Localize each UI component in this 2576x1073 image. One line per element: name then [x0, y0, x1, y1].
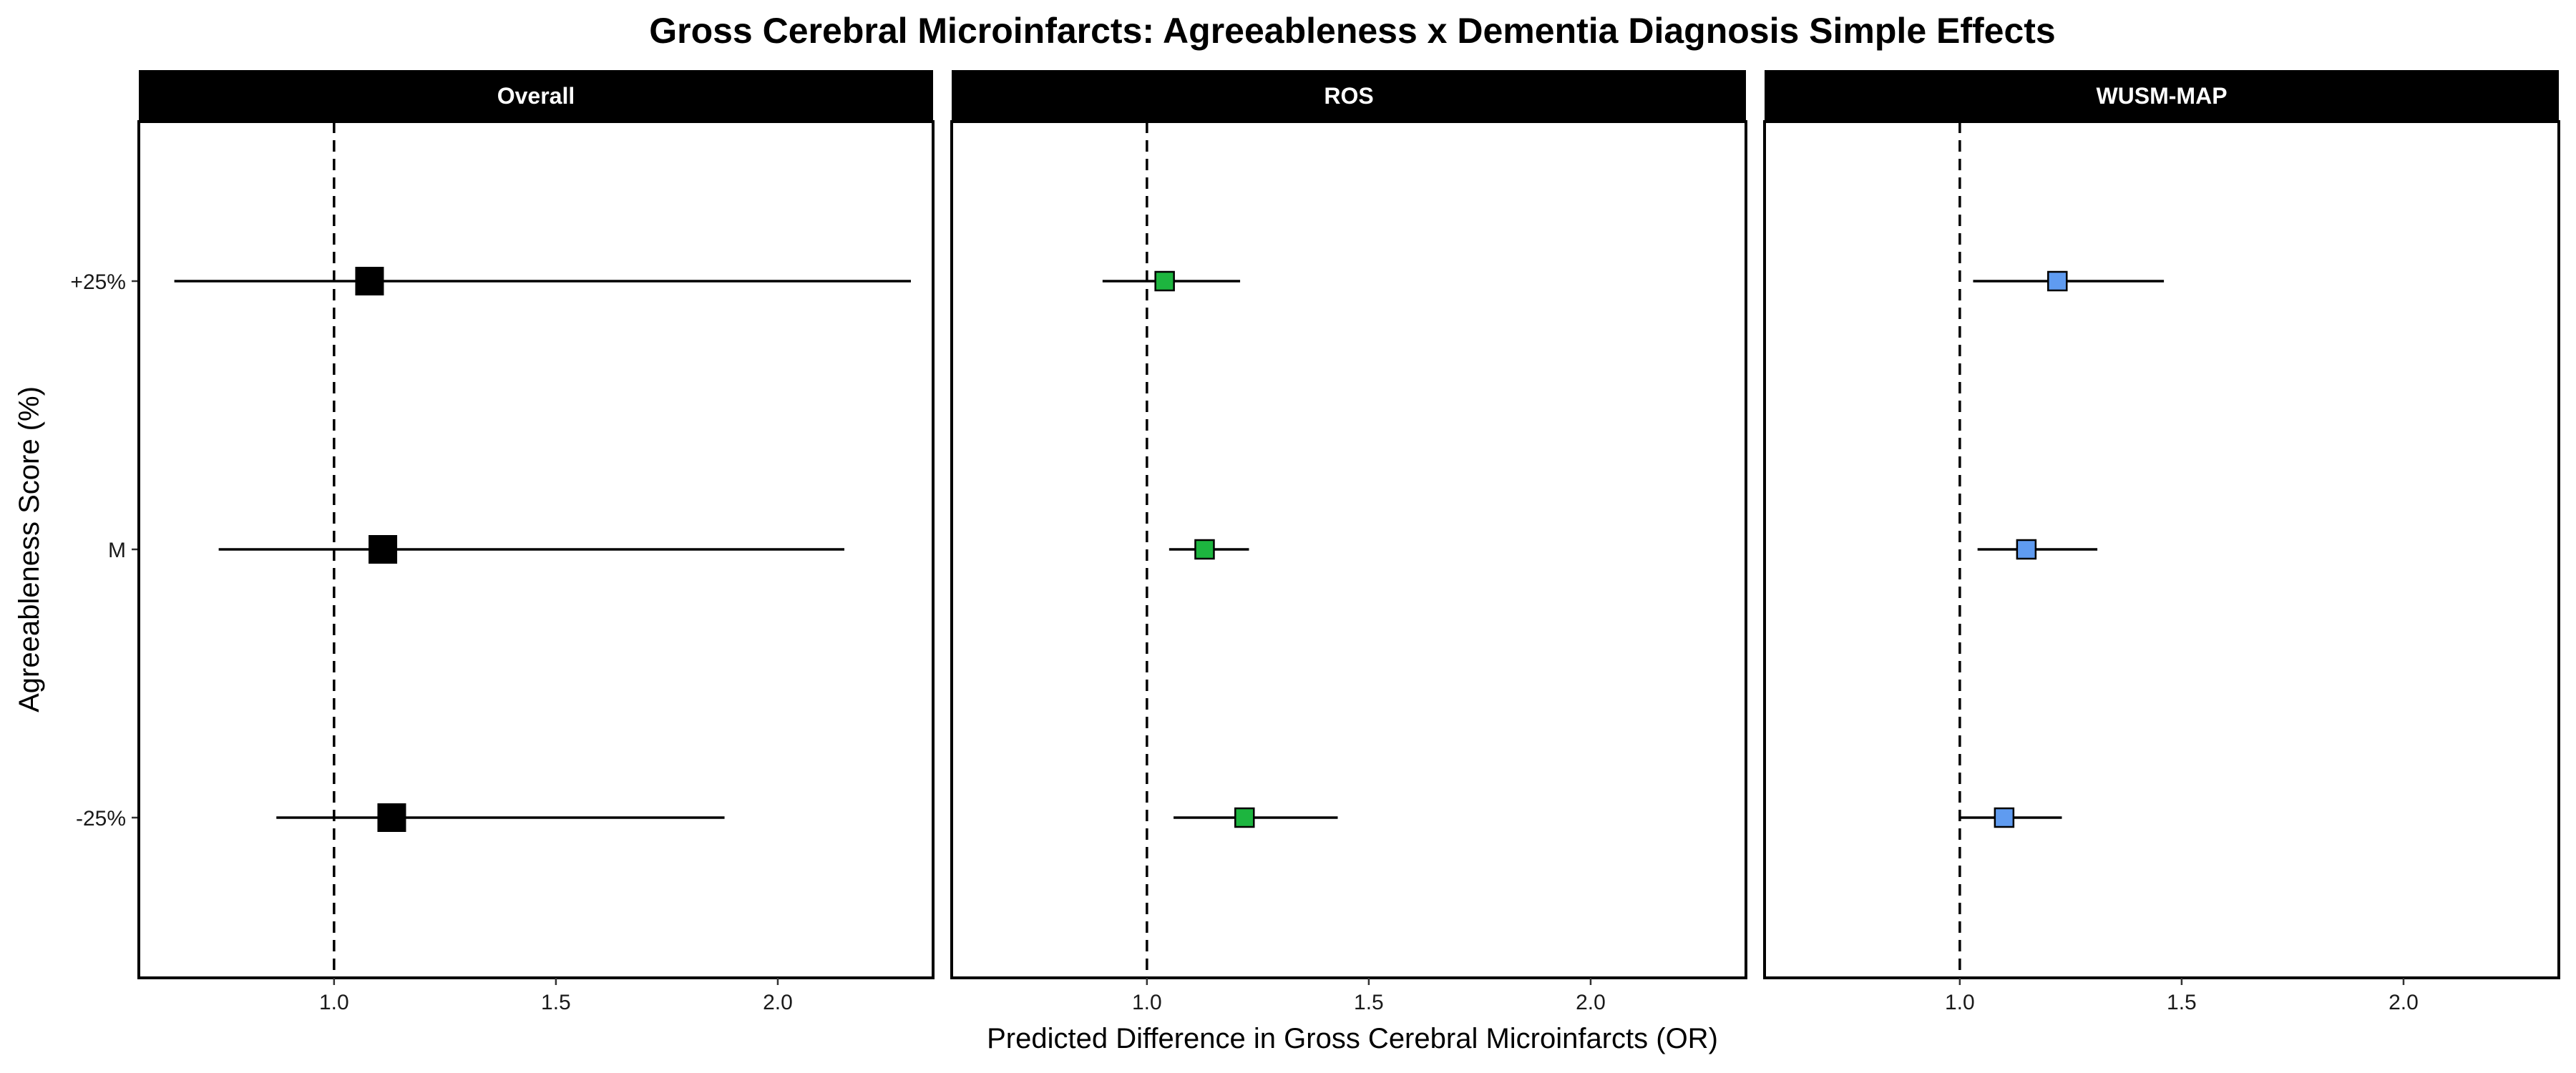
- y-tick-label: +25%: [70, 270, 126, 294]
- facet-strip: [139, 70, 933, 122]
- x-tick-label: 1.0: [1945, 991, 1975, 1014]
- facet-strip: [952, 70, 1746, 122]
- point-estimate: [369, 535, 398, 564]
- facet-strip: [1765, 70, 2559, 122]
- point-estimate: [1234, 807, 1255, 828]
- facet-panel-wusm-map: WUSM-MAP 1.0 1.5 2.0: [1763, 70, 2560, 1014]
- point-estimate: [1994, 807, 2015, 828]
- facet-strip-label: Overall: [497, 83, 575, 109]
- facet-panels: Overall 1.0 1.5 2.0 ROS 1.0 1.5 2.0 WUSM-MAP 1.0 1…: [137, 70, 2560, 1014]
- y-axis: -25% M +25%: [70, 270, 139, 831]
- panel-border: [950, 120, 1747, 979]
- x-tick-label: 1.5: [2167, 991, 2197, 1014]
- x-tick-label: 1.5: [1354, 991, 1384, 1014]
- x-tick-label: 2.0: [1576, 991, 1606, 1014]
- facet-strip-label: ROS: [1324, 83, 1373, 109]
- point-estimate: [377, 803, 406, 832]
- y-axis-title: Agreeableness Score (%): [14, 386, 45, 712]
- x-tick-label: 1.0: [1132, 991, 1162, 1014]
- x-axis-title: Predicted Difference in Gross Cerebral M…: [987, 1023, 1718, 1054]
- facet-panel-ros: ROS 1.0 1.5 2.0: [950, 70, 1747, 1014]
- x-tick-label: 2.0: [763, 991, 793, 1014]
- panel-border: [1763, 120, 2560, 979]
- point-estimate: [355, 267, 384, 295]
- point-estimate: [2016, 539, 2037, 560]
- point-estimate: [2047, 270, 2068, 292]
- point-estimate: [1154, 270, 1175, 292]
- facet-strip-label: WUSM-MAP: [2096, 83, 2227, 109]
- x-tick-label: 2.0: [2389, 991, 2419, 1014]
- chart-title: Gross Cerebral Microinfarcts: Agreeablen…: [649, 11, 2056, 51]
- facet-panel-overall: Overall 1.0 1.5 2.0: [137, 70, 935, 1014]
- y-tick-label: M: [108, 539, 126, 562]
- y-tick-label: -25%: [76, 807, 126, 831]
- x-tick-label: 1.0: [319, 991, 349, 1014]
- panel-border: [137, 120, 935, 979]
- point-estimate: [1194, 539, 1215, 560]
- x-tick-label: 1.5: [541, 991, 571, 1014]
